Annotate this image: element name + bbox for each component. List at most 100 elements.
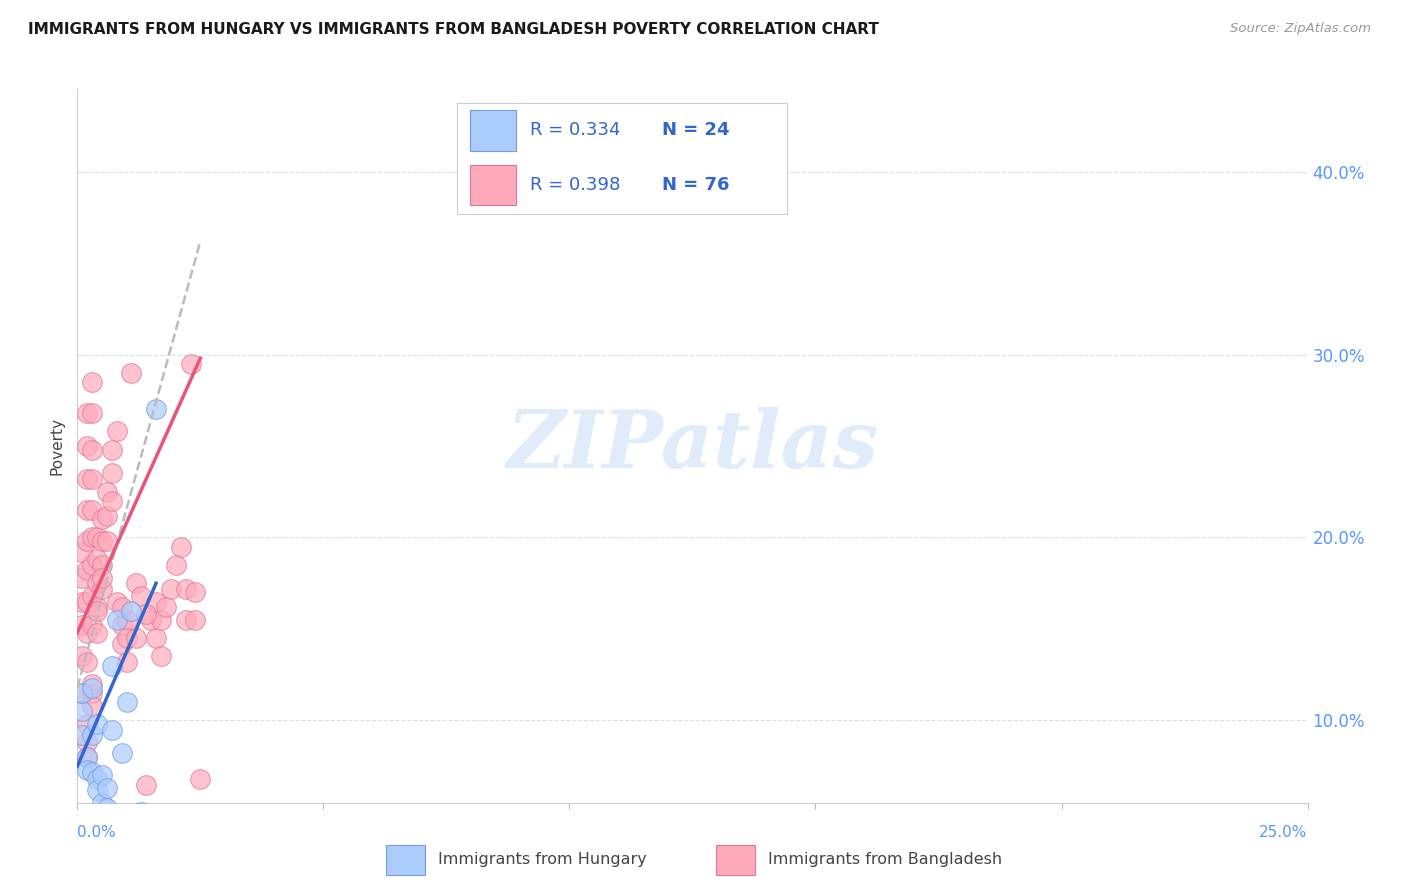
Point — [131, 805, 153, 819]
Point — [82, 681, 104, 695]
Point — [82, 589, 104, 603]
Point — [86, 576, 108, 591]
Point — [82, 531, 104, 545]
Point — [86, 531, 108, 545]
Point — [86, 552, 108, 566]
Point — [86, 717, 108, 731]
Point — [70, 571, 93, 585]
Point — [150, 613, 173, 627]
Point — [76, 594, 98, 608]
Point — [105, 425, 128, 439]
Point — [82, 375, 104, 389]
Point — [82, 686, 104, 700]
Point — [105, 594, 128, 608]
Point — [86, 783, 108, 797]
Point — [131, 589, 153, 603]
Point — [101, 723, 124, 737]
Point — [76, 735, 98, 749]
Text: Immigrants from Bangladesh: Immigrants from Bangladesh — [768, 853, 1002, 867]
Point — [82, 503, 104, 517]
Point — [96, 534, 118, 549]
Point — [96, 508, 118, 523]
Point — [70, 594, 93, 608]
Y-axis label: Poverty: Poverty — [49, 417, 65, 475]
Point — [76, 534, 98, 549]
Point — [101, 442, 124, 457]
Point — [82, 618, 104, 632]
Point — [82, 442, 104, 457]
Point — [82, 472, 104, 486]
Point — [70, 728, 93, 742]
Point — [82, 728, 104, 742]
Point — [70, 686, 93, 700]
Point — [111, 747, 132, 761]
Text: R = 0.398: R = 0.398 — [530, 176, 620, 194]
Point — [121, 604, 143, 618]
Point — [76, 717, 98, 731]
Point — [115, 695, 138, 709]
Text: Source: ZipAtlas.com: Source: ZipAtlas.com — [1230, 22, 1371, 36]
Point — [70, 686, 93, 700]
Point — [184, 585, 207, 599]
Point — [155, 600, 177, 615]
Bar — [470, 111, 516, 151]
Point — [115, 631, 138, 645]
Point — [90, 582, 114, 596]
Point — [86, 600, 108, 615]
Point — [76, 625, 98, 640]
Point — [76, 655, 98, 669]
Point — [86, 625, 108, 640]
Point — [90, 768, 114, 782]
Point — [82, 698, 104, 713]
Point — [174, 582, 197, 596]
Point — [125, 631, 148, 645]
Point — [180, 357, 202, 371]
Bar — [470, 165, 516, 205]
Point — [135, 777, 157, 791]
Point — [76, 563, 98, 577]
Point — [141, 613, 163, 627]
Point — [190, 772, 212, 786]
Point — [90, 512, 114, 526]
Point — [96, 781, 118, 796]
Point — [111, 637, 132, 651]
Point — [70, 704, 93, 718]
Point — [105, 613, 128, 627]
Point — [86, 772, 108, 786]
Point — [115, 613, 138, 627]
Point — [82, 764, 104, 779]
Bar — [716, 845, 755, 875]
Point — [76, 763, 98, 777]
Point — [111, 618, 132, 632]
Point — [145, 594, 167, 608]
Point — [184, 613, 207, 627]
Point — [150, 649, 173, 664]
Point — [70, 545, 93, 559]
Text: N = 24: N = 24 — [662, 121, 730, 139]
Point — [125, 576, 148, 591]
Point — [96, 801, 118, 815]
Point — [70, 618, 93, 632]
Text: ZIPatlas: ZIPatlas — [506, 408, 879, 484]
Point — [121, 366, 143, 380]
Text: IMMIGRANTS FROM HUNGARY VS IMMIGRANTS FROM BANGLADESH POVERTY CORRELATION CHART: IMMIGRANTS FROM HUNGARY VS IMMIGRANTS FR… — [28, 22, 879, 37]
Point — [76, 503, 98, 517]
Point — [70, 649, 93, 664]
Point — [82, 677, 104, 691]
Point — [82, 558, 104, 572]
Point — [101, 467, 124, 481]
Text: 25.0%: 25.0% — [1260, 825, 1308, 840]
Bar — [387, 845, 425, 875]
Point — [76, 750, 98, 764]
Point — [165, 558, 187, 572]
Point — [135, 607, 157, 622]
Point — [111, 600, 132, 615]
Point — [101, 658, 124, 673]
Point — [76, 472, 98, 486]
Text: 0.0%: 0.0% — [77, 825, 117, 840]
Text: N = 76: N = 76 — [662, 176, 730, 194]
Point — [145, 631, 167, 645]
Text: R = 0.334: R = 0.334 — [530, 121, 620, 139]
Text: Immigrants from Hungary: Immigrants from Hungary — [437, 853, 647, 867]
Point — [115, 655, 138, 669]
